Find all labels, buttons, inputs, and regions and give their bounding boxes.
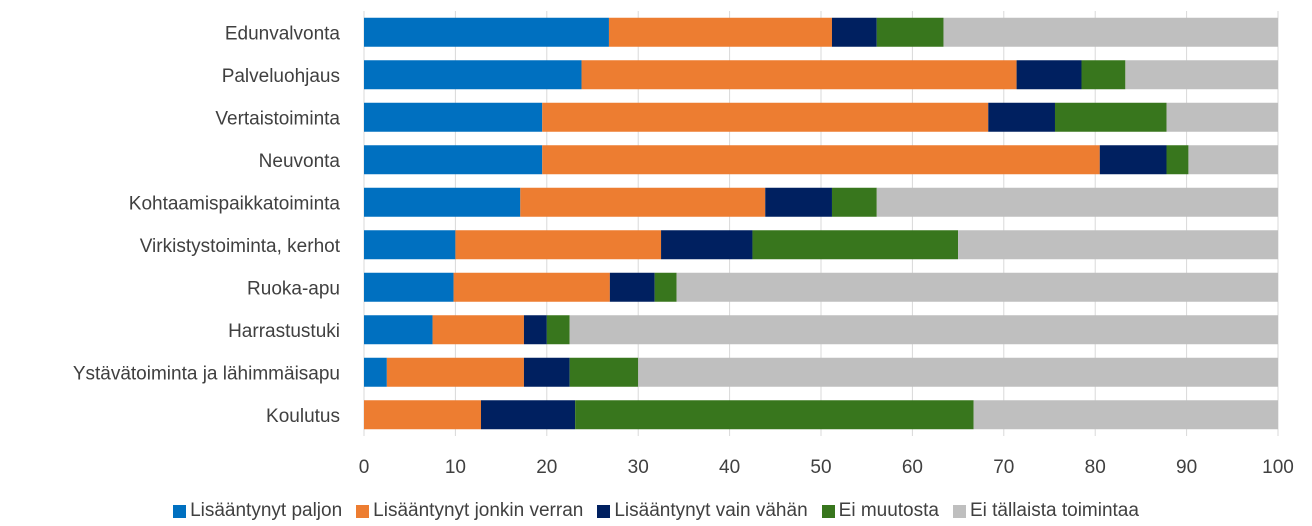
bar-segment — [638, 357, 1278, 387]
bar-segment — [364, 145, 543, 175]
bar-segment — [988, 102, 1055, 132]
legend-label: Lisääntynyt vain vähän — [614, 500, 808, 521]
bar-segment — [831, 187, 877, 217]
category-label: Ruoka-apu — [247, 278, 340, 299]
bar-segment — [432, 315, 524, 345]
bar-segment — [1125, 60, 1278, 90]
legend-swatch — [173, 504, 187, 518]
bar-segment — [1081, 60, 1126, 90]
bar-segment — [523, 357, 570, 387]
bar-segment — [364, 272, 454, 302]
category-label: Neuvonta — [259, 151, 341, 172]
category-label: Edunvalvonta — [225, 23, 341, 44]
bar-segment — [1188, 145, 1278, 175]
bar-segment — [831, 17, 877, 47]
bar-segment — [1166, 145, 1189, 175]
bar-segment — [876, 187, 1278, 217]
category-label: Virkistystoiminta, kerhot — [140, 236, 341, 257]
x-tick-label: 60 — [902, 457, 923, 478]
bar-segment — [654, 272, 677, 302]
category-label: Ystävätoiminta ja lähimmäisapu — [73, 363, 340, 384]
bar-segment — [364, 102, 543, 132]
bars — [364, 17, 1278, 430]
bar-segment — [364, 230, 456, 260]
legend-label: Lisääntynyt paljon — [190, 500, 343, 521]
bar-segment — [523, 315, 547, 345]
x-tick-label: 80 — [1085, 457, 1106, 478]
bar-segment — [973, 400, 1278, 430]
bar-segment — [455, 230, 662, 260]
x-axis-ticks: 0 10 20 30 40 50 60 70 80 90 100 — [359, 457, 1294, 478]
bar-segment — [581, 60, 1017, 90]
legend-swatch — [356, 504, 370, 518]
bar-segment — [958, 230, 1278, 260]
bar-segment — [765, 187, 832, 217]
bar-segment — [943, 17, 1278, 47]
category-label: Palveluohjaus — [222, 66, 340, 87]
x-tick-label: 30 — [628, 457, 649, 478]
bar-segment — [542, 145, 1100, 175]
x-tick-label: 40 — [719, 457, 740, 478]
bar-segment — [480, 400, 576, 430]
bar-segment — [453, 272, 610, 302]
category-labels: Edunvalvonta Palveluohjaus Vertaistoiminta… — [73, 23, 341, 427]
bar-segment — [364, 60, 582, 90]
x-tick-label: 100 — [1262, 457, 1294, 478]
legend-item: Ei muutosta — [821, 500, 939, 522]
bar-segment — [520, 187, 766, 217]
legend-item: Lisääntynyt vain vähän — [597, 500, 808, 522]
bar-segment — [542, 102, 989, 132]
legend-item: Ei tällaista toimintaa — [952, 500, 1139, 522]
legend-swatch — [821, 504, 835, 518]
stacked-bar-chart: Edunvalvonta Palveluohjaus Vertaistoiminta… — [73, 11, 1294, 478]
bar-segment — [876, 17, 944, 47]
bar-segment — [569, 357, 639, 387]
bar-segment — [364, 315, 433, 345]
legend-label: Lisääntynyt jonkin verran — [373, 500, 584, 521]
x-tick-label: 70 — [993, 457, 1014, 478]
bar-segment — [575, 400, 974, 430]
x-tick-label: 90 — [1176, 457, 1197, 478]
x-tick-label: 50 — [810, 457, 831, 478]
bar-segment — [1166, 102, 1278, 132]
legend-swatch — [952, 504, 966, 518]
category-label: Harrastustuki — [228, 321, 340, 342]
bar-segment — [752, 230, 959, 260]
bar-segment — [676, 272, 1278, 302]
bar-segment — [386, 357, 524, 387]
category-label: Vertaistoiminta — [215, 108, 340, 129]
bar-segment — [1054, 102, 1167, 132]
bar-segment — [364, 400, 481, 430]
bar-segment — [1016, 60, 1082, 90]
legend-item: Lisääntynyt paljon — [173, 500, 342, 522]
category-label: Koulutus — [266, 406, 340, 427]
bar-segment — [609, 272, 655, 302]
bar-segment — [608, 17, 832, 47]
category-label: Kohtaamispaikkatoiminta — [129, 193, 341, 214]
bar-segment — [364, 187, 521, 217]
bar-segment — [546, 315, 570, 345]
bar-segment — [364, 17, 609, 47]
x-tick-label: 20 — [536, 457, 557, 478]
legend-label: Ei tällaista toimintaa — [969, 500, 1139, 521]
x-tick-label: 0 — [359, 457, 370, 478]
legend: Lisääntynyt paljon Lisääntynyt jonkin ver… — [0, 500, 1312, 522]
bar-segment — [1099, 145, 1167, 175]
legend-item: Lisääntynyt jonkin verran — [356, 500, 583, 522]
bar-segment — [569, 315, 1278, 345]
x-tick-label: 10 — [445, 457, 466, 478]
legend-label: Ei muutosta — [838, 500, 939, 521]
bar-segment — [364, 357, 387, 387]
bar-segment — [661, 230, 753, 260]
legend-swatch — [597, 504, 611, 518]
